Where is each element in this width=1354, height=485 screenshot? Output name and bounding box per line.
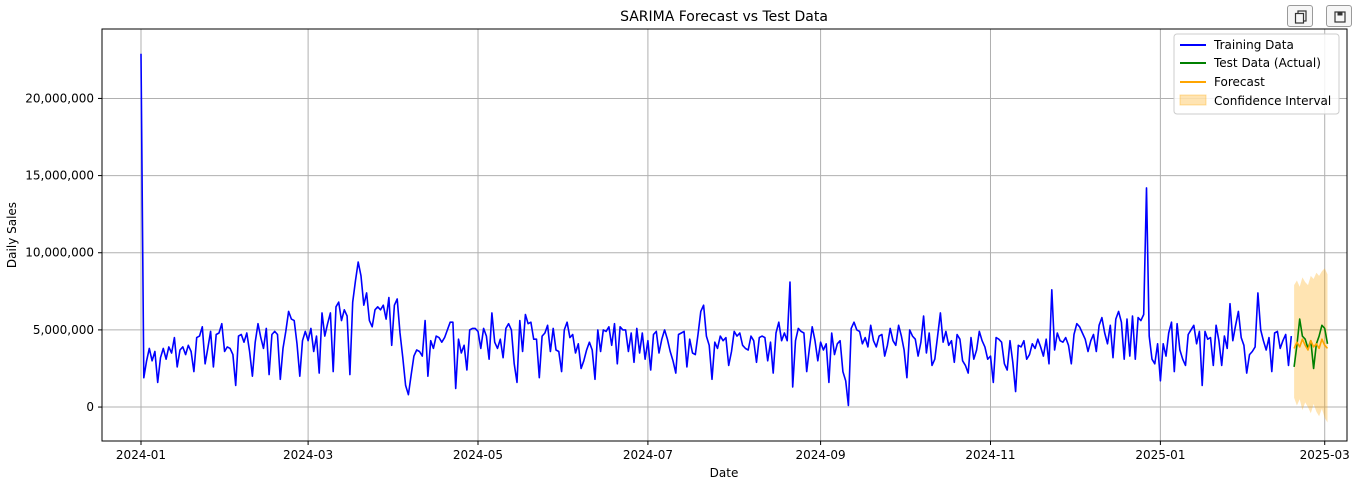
training-data-line bbox=[140, 53, 1293, 407]
y-tick-label: 0 bbox=[86, 400, 94, 414]
x-tick-label: 2025-01 bbox=[1135, 448, 1185, 462]
legend-label-test: Test Data (Actual) bbox=[1213, 56, 1321, 70]
y-axis-ticks: 0 5,000,000 10,000,000 15,000,000 20,000,000 bbox=[25, 91, 102, 414]
x-tick-label: 2024-07 bbox=[623, 448, 673, 462]
x-tick-label: 2024-09 bbox=[796, 448, 846, 462]
legend: Training Data Test Data (Actual) Forecas… bbox=[1173, 33, 1340, 115]
x-tick-label: 2024-11 bbox=[965, 448, 1015, 462]
grid-lines bbox=[102, 29, 1347, 441]
y-tick-label: 15,000,000 bbox=[25, 169, 94, 183]
x-axis-label: Date bbox=[710, 466, 739, 480]
y-tick-label: 10,000,000 bbox=[25, 246, 94, 260]
x-tick-label: 2025-03 bbox=[1300, 448, 1350, 462]
legend-box bbox=[1173, 33, 1340, 115]
legend-label-confidence: Confidence Interval bbox=[1214, 94, 1331, 108]
save-icon bbox=[1334, 11, 1346, 23]
legend-label-training: Training Data bbox=[1213, 38, 1294, 52]
copy-icon bbox=[1294, 10, 1307, 24]
x-tick-label: 2024-01 bbox=[116, 448, 166, 462]
legend-label-forecast: Forecast bbox=[1214, 75, 1265, 89]
series-lines bbox=[140, 53, 1329, 407]
plot-frame bbox=[101, 28, 1348, 442]
legend-swatch-confidence bbox=[1179, 94, 1207, 106]
copy-button[interactable] bbox=[1287, 5, 1313, 27]
chart-title: SARIMA Forecast vs Test Data bbox=[620, 9, 828, 25]
x-axis-ticks: 2024-01 2024-03 2024-05 2024-07 2024-09 2024-… bbox=[116, 441, 1350, 462]
y-tick-label: 5,000,000 bbox=[33, 323, 94, 337]
forecast-line bbox=[1293, 338, 1329, 351]
y-axis-label: Daily Sales bbox=[5, 202, 19, 268]
save-button[interactable] bbox=[1326, 5, 1352, 27]
x-tick-label: 2024-03 bbox=[283, 448, 333, 462]
x-tick-label: 2024-05 bbox=[453, 448, 503, 462]
y-tick-label: 20,000,000 bbox=[25, 91, 94, 105]
